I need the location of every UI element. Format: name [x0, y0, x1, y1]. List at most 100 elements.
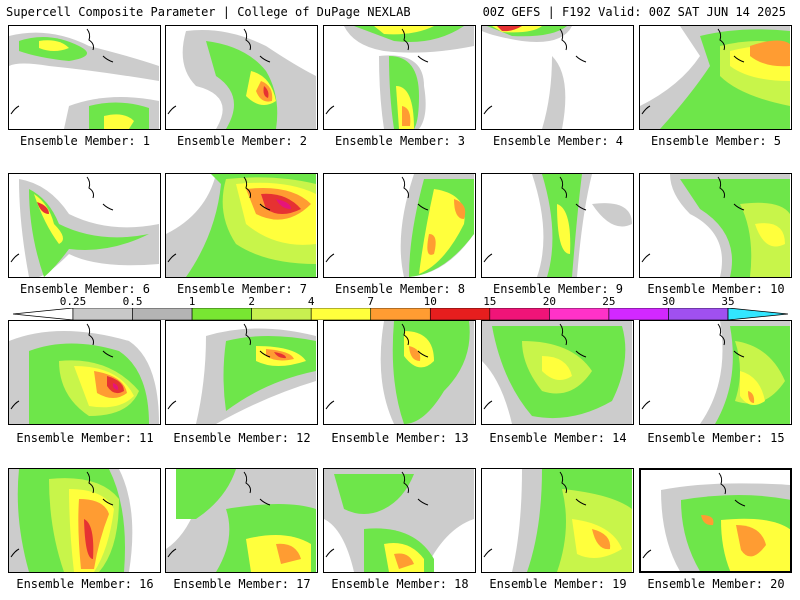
coastline: [417, 55, 429, 63]
ensemble-panel-20: [639, 468, 792, 573]
ensemble-panel-19: [481, 468, 634, 573]
coastline: [86, 176, 94, 199]
panel-label: Ensemble Member: 19: [489, 577, 627, 591]
scp-contour: [402, 106, 411, 126]
coastline: [417, 350, 429, 358]
scp-contour: [112, 383, 119, 390]
scp-contour: [404, 331, 434, 368]
scp-map: [483, 469, 632, 572]
scp-contour: [84, 519, 94, 559]
coastline: [559, 28, 567, 51]
scale-segment: [608, 308, 669, 320]
ensemble-panel-9: [481, 173, 634, 278]
scale-tick-label: 0.25: [59, 295, 87, 308]
ensemble-panel-2: [165, 25, 318, 130]
coastline: [718, 472, 726, 495]
coastline: [401, 28, 409, 51]
coastline: [717, 176, 725, 199]
coastline: [10, 548, 20, 558]
scale-segment: [668, 308, 729, 320]
scp-map: [324, 469, 474, 572]
ensemble-panel-16: [8, 468, 161, 573]
scp-map: [642, 472, 790, 571]
scale-tick-label: 20: [542, 295, 556, 308]
ensemble-panel-6: [8, 173, 161, 278]
scale-left-tip: [13, 308, 74, 320]
ensemble-panel-13: [323, 320, 476, 425]
coastline: [717, 28, 725, 51]
ensemble-panel-11: [8, 320, 161, 425]
scp-contour: [542, 356, 572, 380]
coastline: [641, 253, 651, 263]
scp-contour: [427, 234, 436, 255]
scale-segment: [370, 308, 431, 320]
ensemble-panel-18: [323, 468, 476, 573]
ensemble-panel-3: [323, 25, 476, 130]
panel-label: Ensemble Member: 4: [492, 134, 624, 148]
coastline: [733, 55, 745, 63]
scp-contour: [748, 391, 755, 403]
scale-segment: [429, 308, 491, 320]
coastline: [325, 400, 335, 410]
scp-map: [167, 323, 316, 424]
coastline: [559, 176, 567, 199]
coastline: [417, 203, 429, 211]
scp-contour: [104, 114, 134, 129]
panel-label: Ensemble Member: 2: [176, 134, 308, 148]
scp-contour: [29, 189, 149, 277]
scale-segment: [489, 308, 550, 320]
scale-tick-label: 2: [248, 295, 255, 308]
scale-tick-label: 4: [307, 295, 315, 308]
coastline: [325, 253, 335, 263]
scp-contour: [276, 199, 291, 209]
panel-label: Ensemble Member: 14: [489, 431, 627, 445]
scp-contour: [740, 371, 765, 405]
scale-tick-label: 0.5: [122, 295, 143, 308]
scp-contour: [454, 199, 466, 219]
ensemble-panel-7: [165, 173, 318, 278]
panel-label: Ensemble Member: 17: [173, 577, 311, 591]
panel-label: Ensemble Member: 10: [647, 282, 785, 296]
header-title: Supercell Composite Parameter | College …: [6, 5, 411, 19]
scale-segment: [310, 308, 372, 320]
scp-map: [166, 174, 316, 277]
scp-contour: [176, 469, 236, 519]
scp-contour: [592, 203, 632, 227]
coastline: [167, 253, 177, 263]
coastline: [10, 105, 20, 115]
coastline: [243, 323, 251, 346]
scp-contour: [592, 529, 611, 550]
coastline: [102, 498, 114, 506]
ensemble-panel-10: [639, 173, 792, 278]
scale-segment: [72, 308, 133, 320]
panel-label: Ensemble Member: 18: [331, 577, 469, 591]
scale-tick-label: 30: [661, 295, 676, 308]
scp-map: [640, 26, 790, 129]
color-scale-bar: [13, 308, 788, 320]
coastline: [417, 498, 429, 506]
header-valid-time: 00Z GEFS | F192 Valid: 00Z SAT JUN 14 20…: [482, 5, 786, 19]
scp-map: [641, 321, 790, 424]
panel-label: Ensemble Member: 15: [647, 431, 785, 445]
coastline: [575, 350, 587, 358]
coastline: [483, 105, 493, 115]
scp-map: [167, 28, 316, 129]
coastline: [733, 350, 745, 358]
coastline: [259, 498, 271, 506]
scp-contour: [206, 41, 278, 129]
ensemble-panel-14: [481, 320, 634, 425]
coastline: [642, 549, 652, 559]
scp-contour: [276, 543, 301, 564]
scp-contour: [750, 40, 790, 67]
coastline: [243, 28, 251, 51]
coastline: [575, 203, 587, 211]
coastline: [717, 323, 725, 346]
panel-label: Ensemble Member: 3: [334, 134, 466, 148]
ensemble-panel-12: [165, 320, 318, 425]
coastline: [734, 499, 746, 507]
coastline: [401, 176, 409, 199]
scp-map: [166, 469, 316, 572]
scp-contour: [755, 223, 785, 247]
panel-label: Ensemble Member: 13: [331, 431, 469, 445]
coastline: [575, 55, 587, 63]
